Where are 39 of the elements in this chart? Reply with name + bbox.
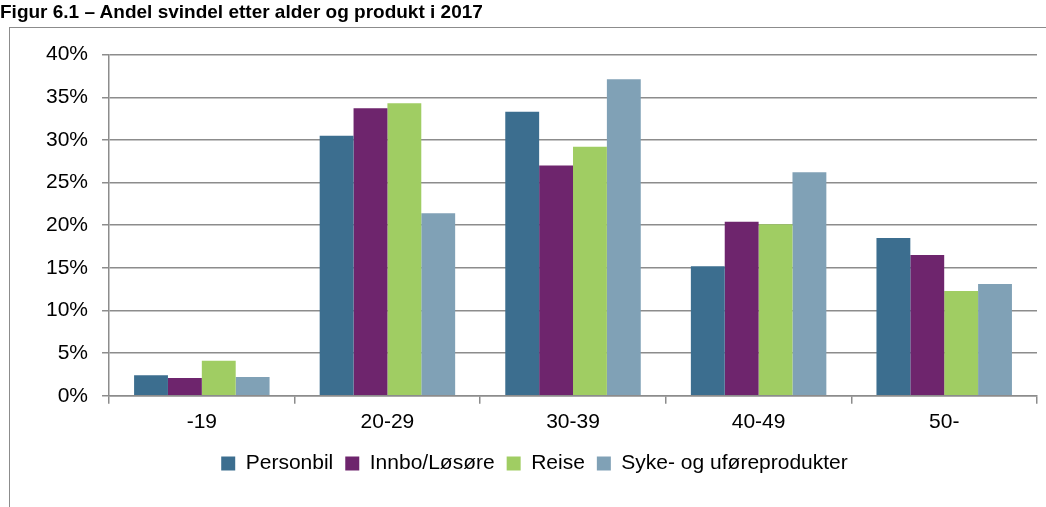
- bar: [724, 221, 759, 396]
- bar: [539, 165, 574, 396]
- x-tick-label: 20-29: [360, 409, 415, 433]
- chart-title: Figur 6.1 – Andel svindel etter alder og produkt i 2017: [0, 0, 483, 24]
- bar: [910, 255, 945, 396]
- legend-label: Innbo/Løsøre: [369, 450, 495, 474]
- y-tick-label: 40%: [46, 41, 89, 65]
- bar: [353, 108, 388, 396]
- bar: [167, 377, 202, 396]
- y-tick-label: 25%: [46, 169, 89, 193]
- bar: [421, 213, 456, 396]
- y-tick-label: 5%: [57, 339, 89, 363]
- bar: [944, 290, 979, 396]
- y-tick-label: 0%: [57, 382, 89, 406]
- bar: [978, 284, 1012, 396]
- x-tick-label: -19: [186, 409, 218, 433]
- y-tick-label: 35%: [46, 84, 89, 108]
- bar: [758, 224, 793, 396]
- bar: [792, 172, 827, 396]
- y-tick-label: 10%: [46, 297, 89, 321]
- legend-label: Reise: [531, 450, 585, 474]
- y-tick-label: 30%: [46, 126, 89, 150]
- x-tick-label: 30-39: [546, 409, 600, 433]
- y-tick-label: 20%: [46, 212, 89, 235]
- bar: [690, 266, 725, 396]
- bar: [573, 146, 607, 396]
- bar: [606, 79, 641, 396]
- bar: [505, 111, 540, 396]
- bar: [235, 377, 270, 396]
- bar: [319, 135, 354, 396]
- bar: [201, 360, 236, 396]
- legend-label: Personbil: [245, 450, 334, 474]
- bar: [876, 238, 911, 396]
- x-tick-label: 50-: [929, 409, 960, 433]
- bar: [134, 375, 168, 396]
- y-tick-label: 15%: [46, 254, 89, 278]
- bar: [387, 103, 422, 396]
- legend-label: Syke- og uføreprodukter: [621, 450, 848, 474]
- x-tick-label: 40-49: [731, 409, 786, 433]
